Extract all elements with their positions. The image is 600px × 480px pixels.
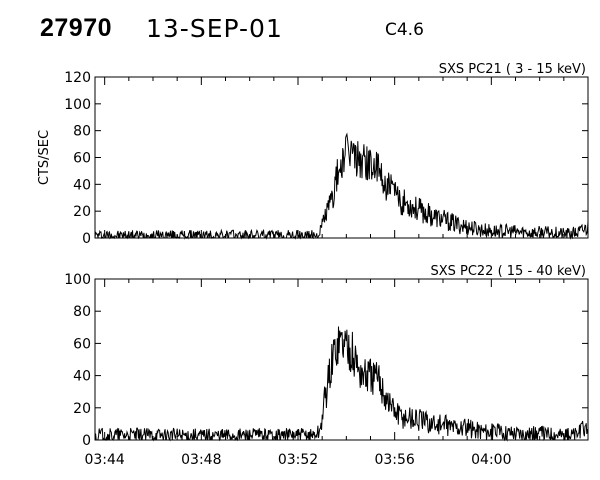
x-tick-label: 04:00	[471, 452, 511, 468]
y-tick-label: 100	[64, 97, 91, 113]
event-id: 27970	[40, 14, 113, 42]
y-tick-label: 40	[73, 177, 91, 193]
x-tick-label: 03:48	[181, 452, 221, 468]
chart-panel-2: 0 20 40 60 80 100 03:44 03:48 03:52 03:56 04:00 SXS…	[64, 264, 589, 468]
x-tick-label: 03:56	[374, 452, 414, 468]
y-tick-label: 20	[73, 204, 91, 220]
y-tick-label: 80	[73, 304, 91, 320]
chart-title: SXS PC21 ( 3 - 15 keV)	[439, 62, 586, 77]
series-line	[94, 132, 589, 240]
x-tick-label: 03:44	[84, 452, 124, 468]
plot-frame	[94, 278, 589, 441]
flare-class: C4.6	[385, 20, 424, 40]
event-date: 13-SEP-01	[146, 14, 283, 43]
chart-title: SXS PC22 ( 15 - 40 keV)	[430, 264, 586, 279]
y-tick-label: 0	[82, 433, 91, 449]
y-tick-label: 60	[73, 336, 91, 352]
y-axis-label: CTS/SEC	[37, 130, 52, 185]
y-tick-label: 40	[73, 369, 91, 385]
chart-panel-1: 0 20 40 60 80 100 120 SXS PC21 ( 3 - 15 keV) CTS…	[37, 62, 589, 247]
y-tick-label: 120	[64, 70, 91, 86]
series-line	[94, 326, 589, 442]
y-tick-label: 100	[64, 272, 91, 288]
plot-frame	[94, 76, 589, 239]
y-tick-label: 0	[82, 231, 91, 247]
y-tick-label: 60	[73, 151, 91, 167]
y-tick-label: 20	[73, 401, 91, 417]
x-tick-label: 03:52	[278, 452, 318, 468]
y-tick-label: 80	[73, 124, 91, 140]
